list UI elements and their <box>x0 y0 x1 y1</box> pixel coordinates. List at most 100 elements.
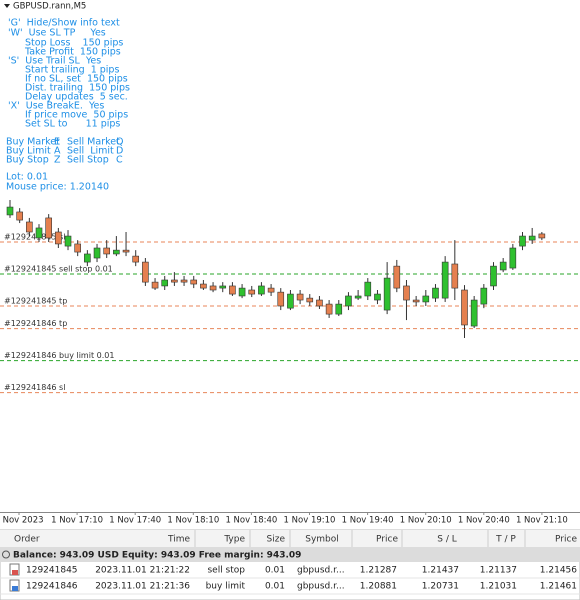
hotkey-text: Buy Limit <box>6 146 51 157</box>
candle-body <box>35 227 43 239</box>
candle-body <box>26 221 33 233</box>
candle-body <box>229 285 236 295</box>
column-header: S / L <box>437 535 456 545</box>
candle-body <box>64 235 72 247</box>
lot-text: Lot: 0.01 <box>6 172 48 183</box>
candle-body <box>190 279 198 285</box>
column-header: T / P <box>495 535 516 545</box>
time-label: 1 Nov 19:40 <box>342 516 394 526</box>
hotkey-text: C <box>116 155 123 166</box>
table-cell: gbpusd.r... <box>297 582 345 592</box>
candle-body <box>432 287 439 299</box>
candle-body <box>113 249 120 255</box>
order-level-label: #129241846 buy limit 0.01 <box>4 351 114 360</box>
table-cell: 1.21287 <box>360 566 397 576</box>
hotkey-text: Z <box>54 155 61 166</box>
info-line: Start trailing 1 pips <box>25 65 119 76</box>
mouse-price: Mouse price: 1.20140 <box>6 182 109 193</box>
candle-body <box>470 299 478 327</box>
table-cell: 0.01 <box>265 566 285 576</box>
time-label: 1 Nov 20:10 <box>400 516 452 526</box>
info-line: 'S' Use Trail SL Yes <box>8 56 101 67</box>
table-cell: gbpusd.r... <box>297 566 345 576</box>
candle-body <box>538 233 546 239</box>
candle-body <box>490 265 497 287</box>
info-line: Set SL to 11 pips <box>25 119 120 130</box>
candle-body <box>248 289 256 295</box>
table-cell: 129241845 <box>26 566 78 576</box>
candle-body <box>74 243 81 253</box>
candle-body <box>335 303 343 315</box>
candle-body <box>364 281 372 297</box>
candle-body <box>509 247 517 269</box>
candle-body <box>412 299 420 303</box>
candle-body <box>383 277 391 311</box>
table-cell: 0.01 <box>265 582 285 592</box>
candle-body <box>238 287 246 297</box>
info-line: 'W' Use SL TP Yes <box>8 28 106 39</box>
hotkey-text: Sell Limit <box>67 146 114 157</box>
table-cell: 1.21437 <box>422 566 459 576</box>
candle-body <box>161 279 169 287</box>
time-label: 1 Nov 18:10 <box>167 516 219 526</box>
candle-body <box>374 293 381 301</box>
hotkey-text: A <box>54 146 61 157</box>
candle-body <box>142 261 149 283</box>
candle-body <box>316 299 323 307</box>
candle-body <box>499 261 507 271</box>
candle-body <box>122 249 130 253</box>
time-label: 1 Nov 17:10 <box>51 516 103 526</box>
candle-body <box>103 247 110 255</box>
table-cell: sell stop <box>207 566 245 576</box>
column-header: Symbol <box>305 535 339 545</box>
hotkey-text: E <box>54 137 60 148</box>
time-label: 1 Nov 17:40 <box>109 516 161 526</box>
table-cell: 129241846 <box>26 582 78 592</box>
summary-bg <box>0 547 580 562</box>
candle-body <box>528 235 536 241</box>
hotkey-text: D <box>116 146 123 157</box>
info-line: Take Profit 150 pips <box>24 47 121 58</box>
order-level-label: #129241845 sell stop 0.01 <box>4 265 113 274</box>
candle-body <box>151 281 159 289</box>
candle-body <box>296 293 304 301</box>
order-level-label: #129241845 tp <box>4 297 67 306</box>
candle-body <box>209 285 217 291</box>
order-level-label: #129241846 tp <box>4 319 67 328</box>
hotkey-text: Q <box>116 137 123 148</box>
column-header: Order <box>14 535 40 545</box>
candle-body <box>480 287 488 305</box>
hotkey-text: Buy Market <box>6 137 60 148</box>
candle-body <box>422 295 430 303</box>
candle-body <box>16 211 23 221</box>
candle-body <box>354 295 362 299</box>
candle-body <box>277 291 285 307</box>
time-label: 1 Nov 18:40 <box>225 516 277 526</box>
column-header: Price <box>555 535 577 545</box>
candle-body <box>132 255 140 263</box>
time-label: 1 Nov 2023 <box>0 516 44 526</box>
table-cell: 1.21137 <box>480 566 517 576</box>
info-line: Delay updates 5 sec. <box>25 92 128 103</box>
candle-body <box>393 265 401 289</box>
candle-body <box>6 206 14 216</box>
table-cell: buy limit <box>206 582 246 592</box>
table-cell: 1.21456 <box>540 566 577 576</box>
candle-body <box>267 287 275 293</box>
candle-body <box>345 295 352 307</box>
time-label: 1 Nov 19:10 <box>284 516 336 526</box>
info-line: 'X' Use BreakE. Yes <box>8 101 104 112</box>
candle-body <box>219 285 227 289</box>
candle-body <box>325 303 333 315</box>
column-header: Time <box>167 535 190 545</box>
candle-body <box>306 297 314 303</box>
candle-body <box>451 263 459 289</box>
hotkey-text: Sell Market <box>67 137 120 148</box>
order-icon-mark <box>12 570 18 575</box>
collapse-arrow[interactable] <box>4 4 10 8</box>
table-cell: 1.21461 <box>540 582 577 592</box>
info-line: If no SL, set 150 pips <box>25 74 128 85</box>
account-summary: Balance: 943.09 USD Equity: 943.09 Free … <box>13 551 301 561</box>
